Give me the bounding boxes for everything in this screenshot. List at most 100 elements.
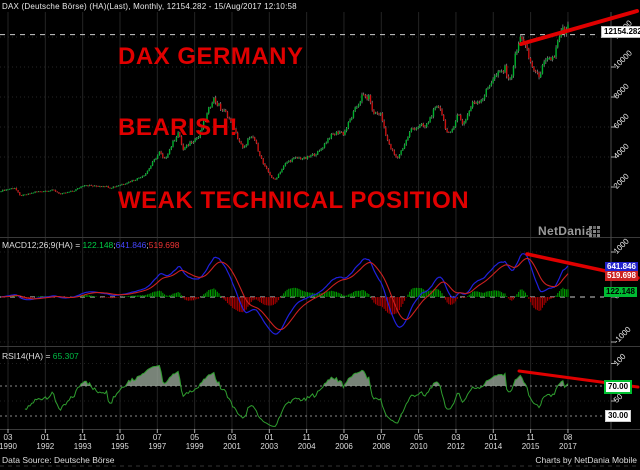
macd-hist-value: 122.148 bbox=[82, 240, 114, 250]
candle-body bbox=[328, 138, 331, 140]
candle-body bbox=[349, 119, 351, 123]
candle-body bbox=[192, 141, 195, 143]
candle-body bbox=[500, 71, 503, 73]
candle-body bbox=[119, 184, 121, 186]
netdania-grid-icon bbox=[589, 226, 600, 237]
candle-body bbox=[351, 117, 353, 120]
candle-body bbox=[293, 157, 295, 160]
x-tick-label: 01 2003 bbox=[260, 433, 279, 451]
candle-body bbox=[231, 121, 234, 129]
candle-body bbox=[499, 71, 501, 73]
candle-body bbox=[299, 157, 302, 160]
candle-body bbox=[504, 65, 506, 72]
candle-body bbox=[202, 121, 205, 129]
x-tick-label: 07 2008 bbox=[372, 433, 391, 451]
candle-body bbox=[80, 186, 82, 188]
candle-body bbox=[301, 158, 304, 160]
candle-body bbox=[131, 180, 133, 182]
candle-body bbox=[374, 112, 377, 114]
candle-body bbox=[362, 94, 365, 96]
x-tick-label: 03 2001 bbox=[223, 433, 241, 451]
rsi-line bbox=[24, 365, 569, 427]
candle-body bbox=[414, 128, 416, 130]
candle-body bbox=[214, 97, 217, 103]
candle-body bbox=[46, 190, 48, 192]
candle-body bbox=[335, 131, 338, 135]
rsi-overbought-fill bbox=[483, 373, 507, 386]
candle-body bbox=[456, 114, 459, 122]
candle-body bbox=[197, 136, 200, 139]
candle-body bbox=[184, 147, 186, 150]
candle-body bbox=[371, 102, 373, 111]
candle-body bbox=[97, 186, 99, 188]
signal-value-box: 519.698 bbox=[605, 271, 638, 281]
candle-body bbox=[218, 103, 220, 106]
candle-body bbox=[19, 192, 21, 196]
rsi-label: RSI14(HA) = 65.307 bbox=[2, 351, 79, 361]
candle-body bbox=[446, 128, 448, 133]
candle-body bbox=[83, 185, 86, 187]
candle-body bbox=[15, 188, 18, 191]
candle-body bbox=[225, 109, 227, 112]
candle-body bbox=[322, 147, 324, 149]
candle-body bbox=[519, 36, 522, 45]
rsi-label-prefix: RSI14(HA) = bbox=[2, 351, 53, 361]
candle-body bbox=[63, 192, 65, 194]
candle-body bbox=[480, 100, 482, 103]
candle-body bbox=[533, 66, 535, 71]
candle-body bbox=[466, 114, 469, 120]
candle-body bbox=[242, 144, 244, 148]
candle-body bbox=[259, 151, 261, 156]
candle-body bbox=[288, 160, 290, 162]
candle-body bbox=[453, 126, 455, 130]
candle-body bbox=[460, 114, 462, 120]
candle-body bbox=[470, 107, 472, 111]
candle-body bbox=[247, 138, 249, 145]
candle-body bbox=[2, 189, 4, 192]
candle-body bbox=[429, 117, 431, 123]
candle-body bbox=[265, 166, 268, 169]
candle-body bbox=[237, 132, 239, 139]
candle-body bbox=[397, 157, 399, 158]
candle-body bbox=[151, 161, 154, 166]
candle-body bbox=[528, 48, 530, 59]
candle-body bbox=[494, 75, 496, 79]
data-source-label: Data Source: Deutsche Börse bbox=[2, 455, 115, 465]
candle-body bbox=[368, 95, 370, 100]
candle-body bbox=[432, 109, 435, 117]
candle-body bbox=[32, 192, 35, 194]
candle-body bbox=[395, 154, 397, 158]
candle-body bbox=[272, 177, 275, 179]
candle-body bbox=[425, 123, 428, 128]
candle-body bbox=[257, 143, 259, 152]
candle-body bbox=[53, 189, 55, 191]
candle-body bbox=[254, 137, 256, 141]
candle-body bbox=[20, 195, 23, 197]
candle-body bbox=[13, 188, 16, 189]
candle-body bbox=[105, 185, 108, 187]
candle-body bbox=[213, 97, 215, 103]
candle-body bbox=[284, 163, 287, 166]
candle-body bbox=[359, 101, 361, 105]
candle-body bbox=[146, 170, 149, 174]
hist-value-box: 122.148 bbox=[604, 287, 637, 297]
candle-body bbox=[27, 193, 29, 195]
candle-body bbox=[162, 153, 164, 158]
candle-body bbox=[410, 128, 413, 132]
candle-body bbox=[37, 191, 40, 193]
annotation-line2: BEARISH! bbox=[118, 114, 239, 141]
candle-body bbox=[138, 177, 140, 179]
candle-body bbox=[548, 57, 550, 59]
macd-signal-value: 519.698 bbox=[148, 240, 180, 250]
candle-body bbox=[175, 137, 178, 141]
candle-body bbox=[279, 172, 281, 175]
candle-body bbox=[111, 188, 113, 189]
x-tick-label: 11 2004 bbox=[297, 433, 316, 451]
candle-body bbox=[158, 151, 161, 155]
candle-body bbox=[141, 176, 144, 178]
candle-body bbox=[557, 41, 559, 48]
candle-body bbox=[502, 71, 504, 73]
candle-body bbox=[512, 66, 515, 76]
